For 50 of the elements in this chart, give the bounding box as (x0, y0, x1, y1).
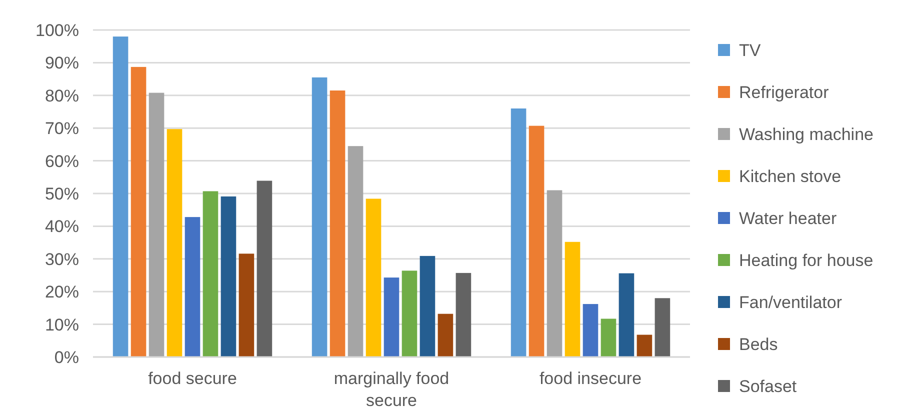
bar (330, 90, 346, 357)
y-tick-label: 60% (44, 152, 79, 171)
bar (202, 191, 218, 357)
bar (384, 278, 400, 357)
legend-label: TV (739, 40, 762, 60)
bar (420, 256, 436, 357)
bar (438, 314, 454, 357)
legend-label: Heating for house (739, 250, 874, 270)
bar (348, 146, 364, 357)
bar (636, 334, 652, 357)
legend-label: Water heater (739, 208, 837, 228)
bar (528, 126, 544, 357)
y-tick-label: 10% (44, 315, 79, 334)
x-tick-label: food secure (148, 369, 237, 388)
y-tick-label: 30% (44, 250, 79, 269)
x-tick-label: food insecure (539, 369, 642, 388)
y-tick-label: 40% (44, 217, 79, 236)
bar (256, 180, 272, 357)
legend-label: Refrigerator (739, 82, 830, 102)
bar (654, 298, 670, 357)
y-tick-label: 100% (36, 20, 79, 40)
legend-label: Fan/ventilator (739, 292, 842, 312)
bar (112, 36, 128, 357)
bar (582, 304, 598, 357)
bar (166, 129, 182, 357)
bar (238, 254, 254, 357)
legend-label: Beds (739, 334, 778, 354)
bar (130, 66, 146, 357)
bar (184, 217, 200, 357)
y-tick-label: 90% (44, 54, 79, 73)
bar (456, 272, 472, 357)
legend-label: Kitchen stove (739, 166, 842, 186)
x-tick-label: marginally food secure (334, 369, 450, 410)
bar (510, 108, 526, 357)
y-tick-label: 20% (44, 282, 79, 302)
y-tick-label: 80% (44, 86, 79, 106)
y-tick-label: 70% (44, 119, 79, 138)
bar (600, 318, 616, 357)
legend-label: Washing machine (739, 124, 874, 144)
legend-label: Sofaset (739, 376, 797, 396)
bar (366, 198, 382, 357)
bar (564, 242, 580, 357)
bar (546, 190, 562, 357)
bar (618, 273, 634, 357)
bar (148, 92, 164, 357)
bar (312, 77, 328, 357)
bar (220, 196, 236, 357)
y-tick-label: 50% (44, 184, 79, 204)
y-tick-label: 0% (54, 348, 79, 367)
bar (402, 270, 418, 357)
